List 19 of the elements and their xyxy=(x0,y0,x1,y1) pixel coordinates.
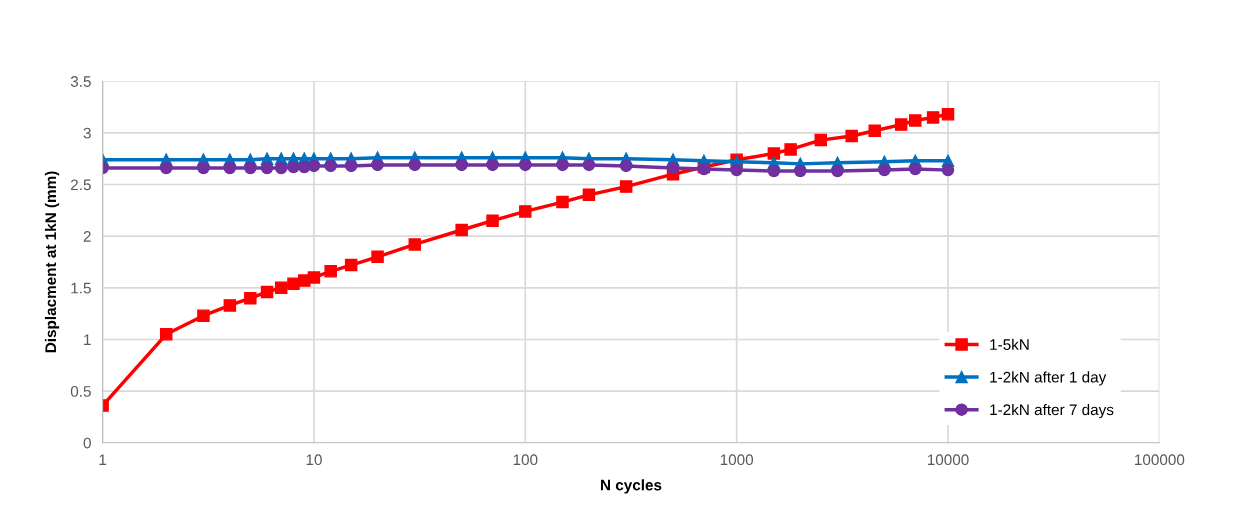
x-tick-label: 1000 xyxy=(720,454,754,466)
y-tick-label: 3.5 xyxy=(70,76,91,87)
legend-label: 1-2kN after 7 days xyxy=(990,403,1114,419)
y-tick-label: 3 xyxy=(83,127,91,139)
x-axis-title: N cycles xyxy=(601,479,662,494)
legend-label: 1-2kN after 1 day xyxy=(990,371,1107,386)
x-tick-label: 100 xyxy=(513,454,538,466)
y-tick-label: 2.5 xyxy=(71,179,91,191)
x-tick-label: 100000 xyxy=(1135,454,1185,466)
y-tick-label: 1.5 xyxy=(71,282,91,294)
legend-label: 1-5kN xyxy=(990,338,1029,351)
y-tick-label: 1 xyxy=(84,334,91,346)
x-tick-label: 10 xyxy=(306,454,322,466)
y-axis-title: Displacment at 1kN (mm) xyxy=(44,171,60,353)
x-tick-label: 10000 xyxy=(927,454,969,466)
y-tick-label: 0 xyxy=(83,437,91,449)
x-tick-label: 1 xyxy=(99,454,107,465)
y-tick-label: 0.5 xyxy=(70,386,91,397)
y-tick-label: 2 xyxy=(83,231,91,242)
